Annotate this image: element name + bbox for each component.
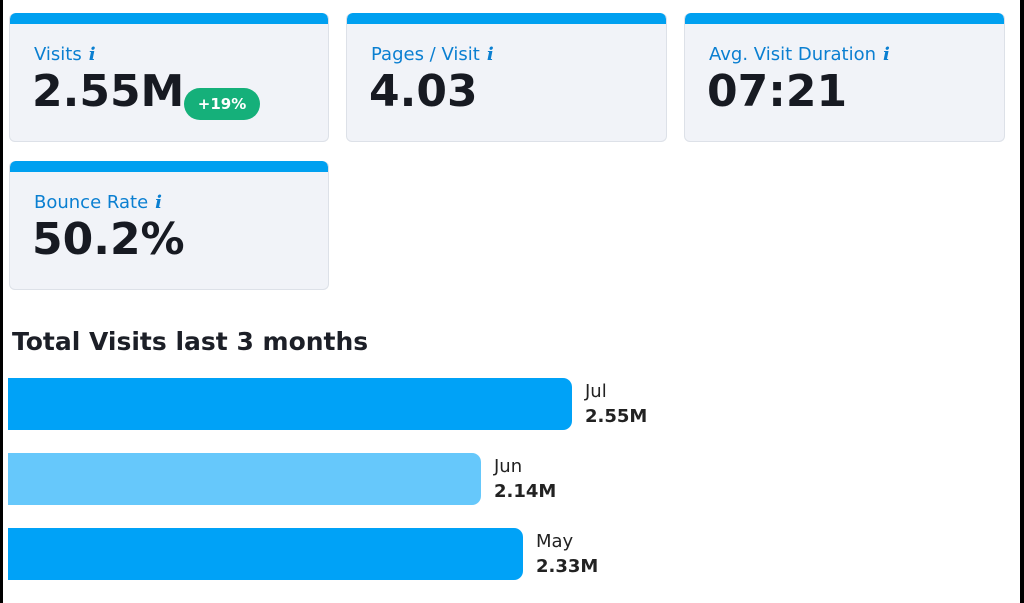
info-icon[interactable]: i <box>155 192 162 213</box>
bar-may[interactable] <box>8 528 523 580</box>
bar-value-jul: 2.55M <box>585 406 648 427</box>
chart-title: Total Visits last 3 months <box>12 327 369 356</box>
bar-label-may: May <box>536 531 574 552</box>
visits-card: Visits i 2.55M +19% <box>9 13 329 142</box>
avg-visit-duration-card: Avg. Visit Duration i 07:21 <box>684 13 1005 142</box>
pages-per-visit-card: Pages / Visit i 4.03 <box>346 13 667 142</box>
bar-value-may: 2.33M <box>536 556 599 577</box>
visits-change-badge: +19% <box>184 88 260 120</box>
pages-per-visit-label: Pages / Visit i <box>371 44 494 65</box>
avg-visit-duration-label: Avg. Visit Duration i <box>709 44 890 65</box>
card-accent-bar <box>10 161 328 172</box>
bar-jun[interactable] <box>8 453 481 505</box>
info-icon[interactable]: i <box>883 44 890 65</box>
info-icon[interactable]: i <box>486 44 494 65</box>
bounce-rate-label: Bounce Rate i <box>34 192 162 213</box>
info-icon[interactable]: i <box>88 44 96 65</box>
card-accent-bar <box>347 13 666 24</box>
traffic-overview-panel: Visits i 2.55M +19% Pages / Visit i 4.03… <box>3 0 1020 603</box>
bounce-rate-card: Bounce Rate i 50.2% <box>9 161 329 290</box>
avg-visit-duration-value: 07:21 <box>707 66 848 117</box>
bar-value-jun: 2.14M <box>494 481 557 502</box>
bar-label-jun: Jun <box>494 456 523 477</box>
bounce-rate-value: 50.2% <box>32 214 185 265</box>
bar-label-jul: Jul <box>585 381 607 402</box>
bar-jul[interactable] <box>8 378 572 430</box>
card-accent-bar <box>10 13 328 24</box>
visits-label: Visits i <box>34 44 96 65</box>
visits-value: 2.55M <box>32 66 185 117</box>
pages-per-visit-value: 4.03 <box>369 66 478 117</box>
card-accent-bar <box>685 13 1004 24</box>
